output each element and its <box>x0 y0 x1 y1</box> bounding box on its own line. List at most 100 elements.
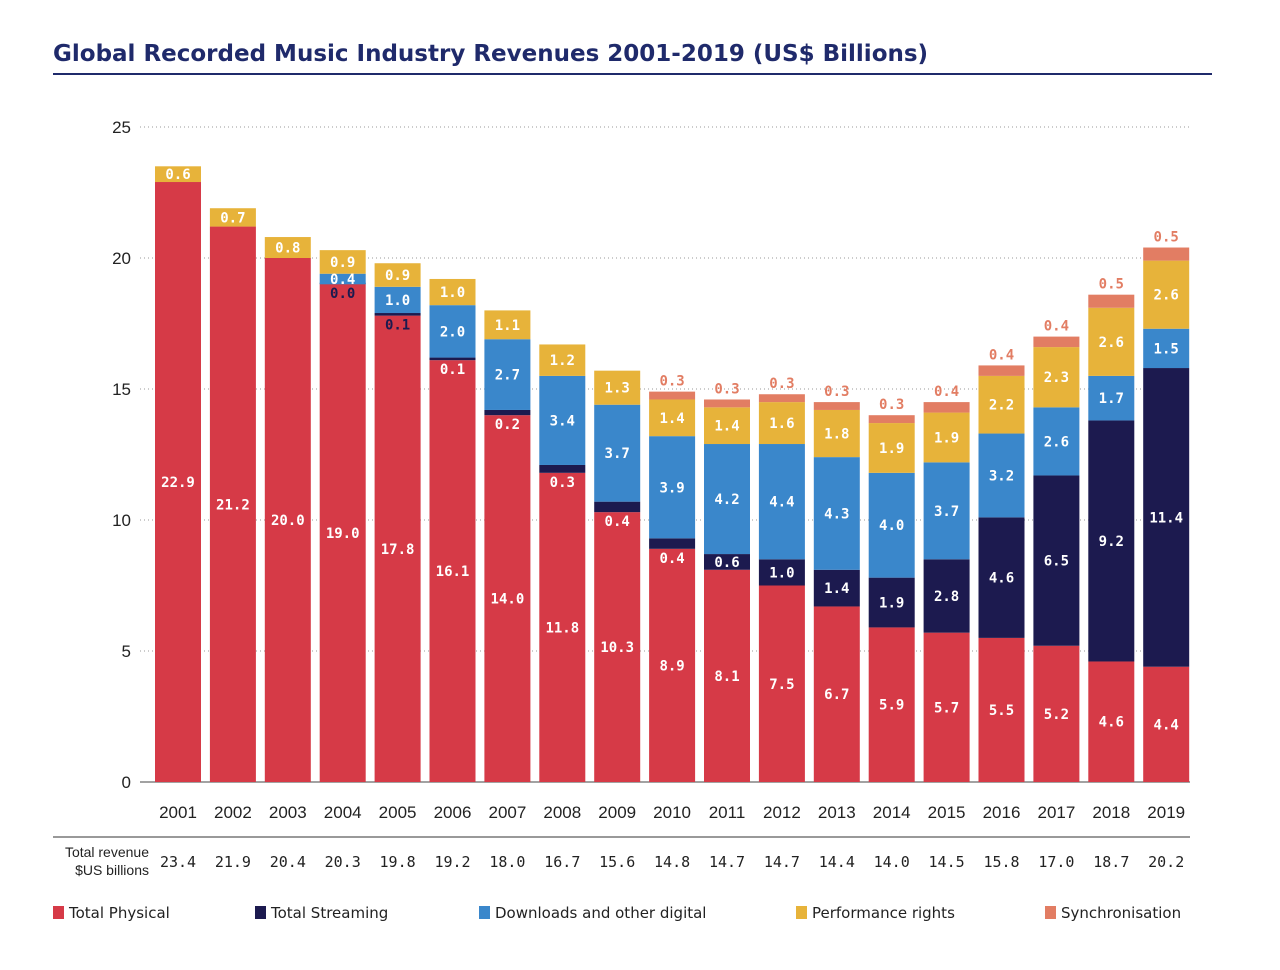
legend-label: Downloads and other digital <box>495 904 706 922</box>
bar-segment <box>539 344 586 376</box>
bar-segment <box>758 402 805 445</box>
bar-segment <box>1088 307 1135 376</box>
y-tick-label: 15 <box>112 380 131 399</box>
bar-segment <box>758 585 805 782</box>
bar-segment <box>484 415 531 782</box>
x-tick-label: 2013 <box>818 803 856 822</box>
bar-segment <box>374 313 421 316</box>
data-label: 22.9 <box>161 475 195 491</box>
x-tick-label: 2001 <box>159 803 197 822</box>
bar-segment <box>155 182 201 782</box>
x-tick-label: 2011 <box>709 803 746 822</box>
bar-segment <box>868 415 915 424</box>
data-label: 6.7 <box>824 687 849 703</box>
data-label: 0.8 <box>275 241 300 257</box>
data-label: 1.1 <box>495 318 520 334</box>
data-label: 10.3 <box>600 640 634 656</box>
total-value: 20.2 <box>1148 853 1184 871</box>
data-label: 16.1 <box>436 564 470 580</box>
bar-segment <box>539 464 586 473</box>
data-label: 0.3 <box>714 381 739 397</box>
bar-segment <box>264 258 311 782</box>
data-label: 0.3 <box>824 384 849 400</box>
bar-segment <box>1088 420 1135 662</box>
data-label: 0.1 <box>385 318 410 334</box>
bar-segment <box>1033 407 1080 476</box>
bar-segment <box>1143 247 1190 261</box>
data-label: 2.2 <box>989 398 1014 414</box>
data-label: 5.2 <box>1044 707 1069 723</box>
data-label: 2.0 <box>440 324 465 340</box>
data-label: 0.7 <box>220 210 245 226</box>
bar-segment <box>209 208 256 227</box>
bar-segment <box>594 501 641 513</box>
data-label: 2.3 <box>1044 370 1069 386</box>
data-label: 0.9 <box>330 255 355 271</box>
total-value: 14.5 <box>929 853 965 871</box>
total-value: 14.8 <box>654 853 690 871</box>
bar-segment <box>758 559 805 586</box>
bar-segment <box>1143 328 1190 369</box>
total-value: 14.7 <box>709 853 745 871</box>
data-label: 2.7 <box>495 368 520 384</box>
bar-segment <box>1033 347 1080 408</box>
total-value: 18.7 <box>1093 853 1129 871</box>
y-tick-label: 25 <box>112 118 131 137</box>
data-label: 2.6 <box>1154 288 1179 304</box>
legend-swatch <box>53 906 64 919</box>
bar-segment <box>649 436 696 539</box>
data-label: 1.9 <box>934 430 959 446</box>
legend-swatch <box>796 906 807 919</box>
data-label: 1.0 <box>769 565 794 581</box>
bar-segment <box>539 375 586 465</box>
bar-segment <box>813 409 860 458</box>
data-label: 4.6 <box>1099 715 1124 731</box>
bar-segment <box>319 284 366 782</box>
total-value: 14.4 <box>819 853 855 871</box>
data-label: 3.9 <box>659 480 684 496</box>
bar-segment <box>868 472 915 578</box>
bar-segment <box>1088 375 1135 421</box>
total-value: 14.7 <box>764 853 800 871</box>
bar-segment <box>923 462 970 560</box>
legend-label: Total Physical <box>68 904 170 922</box>
data-label: 4.6 <box>989 571 1014 587</box>
data-label: 4.2 <box>714 492 739 508</box>
data-label: 1.9 <box>879 596 904 612</box>
bar-segment <box>813 606 860 782</box>
bar-segment <box>978 637 1025 782</box>
x-tick-label: 2006 <box>434 803 472 822</box>
bar-segment <box>704 444 750 555</box>
bar-segment <box>978 365 1025 376</box>
bar-segment <box>813 402 860 410</box>
data-label: 0.1 <box>440 362 465 378</box>
bar-segment <box>649 548 696 782</box>
bar-segment <box>1033 336 1080 348</box>
x-tick-label: 2014 <box>873 803 911 822</box>
data-label: 1.4 <box>714 419 739 435</box>
total-value: 20.3 <box>325 853 361 871</box>
bar-segment <box>374 315 421 782</box>
bar-segment <box>374 263 421 287</box>
data-label: 8.9 <box>659 658 684 674</box>
bar-segment <box>649 391 696 400</box>
legend-swatch <box>479 906 490 919</box>
data-label: 3.7 <box>934 504 959 520</box>
data-label: 11.8 <box>545 620 579 636</box>
bar-segment <box>594 512 641 782</box>
data-label: 0.4 <box>659 551 684 567</box>
data-label: 8.1 <box>714 669 739 685</box>
data-label: 0.4 <box>989 347 1014 363</box>
x-tick-label: 2005 <box>379 803 417 822</box>
data-label: 0.4 <box>1044 319 1069 335</box>
total-value: 17.0 <box>1038 853 1074 871</box>
bar-segment <box>155 166 201 183</box>
data-label: 0.0 <box>330 286 355 302</box>
data-label: 7.5 <box>769 677 794 693</box>
bar-segment <box>758 394 805 403</box>
data-label: 4.0 <box>879 518 904 534</box>
bar-segment <box>704 407 750 445</box>
data-label: 0.6 <box>165 167 190 183</box>
bar-segment <box>1143 666 1190 782</box>
total-value: 14.0 <box>874 853 910 871</box>
